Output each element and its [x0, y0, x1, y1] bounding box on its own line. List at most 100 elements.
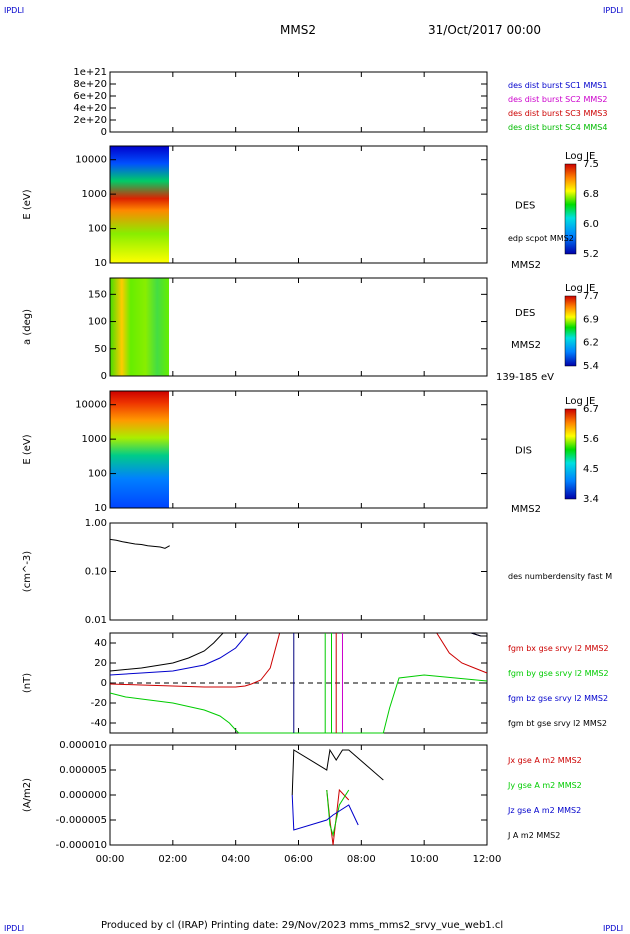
- plot-date: 31/Oct/2017 00:00: [428, 23, 542, 37]
- burst-flags-legend-entry: des dist burst SC4 MMS4: [508, 123, 607, 132]
- burst-flags-legend-entry: des dist burst SC2 MMS2: [508, 95, 607, 104]
- logo-top-right: IPDLI: [603, 6, 624, 15]
- magnetic-field-series-line: [109, 632, 487, 672]
- dis-energy-spectrogram-colorbar-title: Log JE: [565, 396, 595, 407]
- time-axis-label: 00:00: [96, 854, 125, 865]
- burst-flags-legend-entry: des dist burst SC1 MMS1: [508, 81, 607, 90]
- density-ytick-label: 0.10: [85, 567, 107, 578]
- logo-bottom-left: IPDLI: [4, 924, 25, 933]
- density-ytick-label: 0.01: [85, 615, 107, 626]
- magnetic-field-series-line: [109, 632, 488, 688]
- des-energy-spectrogram-colorbar-title: Log JE: [565, 151, 595, 162]
- dis-energy-spectrogram-fill: [110, 391, 169, 508]
- burst-flags-legend-entry: des dist burst SC3 MMS3: [508, 109, 607, 118]
- density-ytick-label: 1.00: [85, 518, 107, 529]
- burst-flags-ytick-label: 0: [101, 127, 107, 138]
- dis-energy-spectrogram-label: DIS: [515, 446, 532, 457]
- current-density-ytick-label: 0.000010: [59, 740, 107, 751]
- burst-flags-frame: [109, 71, 488, 133]
- des-pitch-angle-energy-band: 139-185 eV: [496, 372, 554, 383]
- magnetic-field-ylabel: (nT): [22, 673, 33, 693]
- current-density-legend-entry: J A m2 MMS2: [507, 831, 560, 840]
- magnetic-field-legend-entry: fgm by gse srvy l2 MMS2: [508, 669, 609, 678]
- footer-credits: Produced by cl (IRAP) Printing date: 29/…: [101, 920, 504, 931]
- density-series-line: [109, 538, 170, 549]
- des-pitch-angle-colorbar-tick: 6.9: [583, 314, 599, 325]
- des-pitch-angle-ytick-label: 100: [88, 317, 107, 328]
- magnetic-field-legend-entry: fgm bx gse srvy l2 MMS2: [508, 644, 609, 653]
- logo-bottom-right: IPDLI: [603, 924, 624, 933]
- current-density-legend-entry: Jz gse A m2 MMS2: [507, 806, 581, 815]
- logo-top-left: IPDLI: [4, 6, 25, 15]
- burst-flags-ytick-label: 6e+20: [73, 91, 107, 102]
- des-pitch-angle-colorbar-tick: 7.7: [583, 291, 599, 302]
- magnetic-field-ytick-label: 20: [94, 658, 107, 669]
- burst-flags-ytick-label: 1e+21: [73, 67, 107, 78]
- des-energy-spectrogram-label: DES: [515, 201, 535, 212]
- current-density-frame: [109, 744, 488, 846]
- magnetic-field-legend-entry: fgm bz gse srvy l2 MMS2: [508, 694, 608, 703]
- burst-flags-ytick-label: 4e+20: [73, 103, 107, 114]
- magnetic-field-legend-entry: fgm bt gse srvy l2 MMS2: [508, 719, 607, 728]
- current-density-ytick-label: 0.000005: [59, 765, 107, 776]
- magnetic-field-ytick-label: -20: [91, 698, 107, 709]
- current-density-ytick-label: -0.000005: [56, 815, 107, 826]
- current-density-legend-entry: Jx gse A m2 MMS2: [507, 756, 582, 765]
- des-energy-spectrogram-ylabel: E (eV): [22, 189, 33, 219]
- des-pitch-angle-colorbar-tick: 5.4: [583, 361, 599, 372]
- des-pitch-angle-ytick-label: 0: [101, 371, 107, 382]
- current-density-ytick-label: 0.000000: [59, 790, 107, 801]
- des-energy-spectrogram-ytick-label: 10000: [75, 155, 107, 166]
- time-axis-label: 04:00: [221, 854, 250, 865]
- burst-flags-ytick-label: 8e+20: [73, 79, 107, 90]
- des-pitch-angle-sublabel: MMS2: [511, 340, 541, 351]
- time-axis-label: 12:00: [473, 854, 502, 865]
- magnetic-field-ytick-label: 40: [94, 638, 107, 649]
- burst-flags-ytick-label: 2e+20: [73, 115, 107, 126]
- des-pitch-angle-ylabel: a (deg): [22, 309, 33, 345]
- des-energy-spectrogram-ytick-label: 1000: [82, 189, 107, 200]
- des-pitch-angle-ytick-label: 50: [94, 344, 107, 355]
- magnetic-field-series-line: [109, 632, 487, 676]
- des-energy-spectrogram-extra-label: edp scpot MMS2: [508, 234, 574, 243]
- dis-energy-spectrogram-colorbar-tick: 5.6: [583, 434, 599, 445]
- dis-energy-spectrogram-ylabel: E (eV): [22, 434, 33, 464]
- time-axis-label: 06:00: [284, 854, 313, 865]
- current-density-series-line: [326, 789, 350, 837]
- dis-energy-spectrogram-bottom-label: MMS2: [511, 504, 541, 515]
- des-energy-spectrogram-ytick-label: 10: [94, 258, 107, 269]
- current-density-ytick-label: -0.000010: [56, 840, 107, 851]
- magnetic-field-series-line: [109, 674, 488, 734]
- spacecraft-title: MMS2: [280, 23, 316, 37]
- density-legend-entry: des numberdensity fast M: [508, 572, 612, 581]
- des-energy-spectrogram-colorbar-tick: 6.8: [583, 189, 599, 200]
- density-frame: [109, 522, 488, 621]
- magnetic-field-ytick-label: 0: [101, 678, 107, 689]
- des-pitch-spectrogram-fill: [110, 278, 169, 376]
- des-pitch-colorbar: [564, 295, 577, 367]
- current-density-legend-entry: Jy gse A m2 MMS2: [507, 781, 582, 790]
- des-pitch-angle-ytick-label: 150: [88, 289, 107, 300]
- des-energy-spectrogram-ytick-label: 100: [88, 224, 107, 235]
- des-pitch-angle-label: DES: [515, 308, 535, 319]
- des-pitch-angle-colorbar-title: Log JE: [565, 283, 595, 294]
- time-axis-label: 08:00: [347, 854, 376, 865]
- des-energy-spectrogram-fill: [110, 146, 169, 263]
- dis-energy-spectrogram-ytick-label: 1000: [82, 434, 107, 445]
- des-energy-spectrogram-colorbar-tick: 6.0: [583, 219, 599, 230]
- dis-energy-spectrogram-colorbar-tick: 3.4: [583, 494, 599, 505]
- dis-energy-spectrogram-ytick-label: 10: [94, 503, 107, 514]
- current-density-series-line: [291, 794, 359, 831]
- current-density-series-line: [291, 748, 384, 796]
- dis-energy-spectrogram-colorbar-tick: 4.5: [583, 464, 599, 475]
- des-pitch-angle-top-label: MMS2: [511, 260, 541, 271]
- time-axis-label: 10:00: [410, 854, 439, 865]
- dis-energy-spectrogram-colorbar-tick: 6.7: [583, 404, 599, 415]
- des-energy-colorbar: [564, 163, 577, 255]
- dis-energy-colorbar: [564, 408, 577, 500]
- des-energy-spectrogram-colorbar-tick: 7.5: [583, 159, 599, 170]
- density-ylabel: (cm^-3): [22, 551, 33, 592]
- dis-energy-spectrogram-ytick-label: 10000: [75, 400, 107, 411]
- dis-energy-spectrogram-ytick-label: 100: [88, 469, 107, 480]
